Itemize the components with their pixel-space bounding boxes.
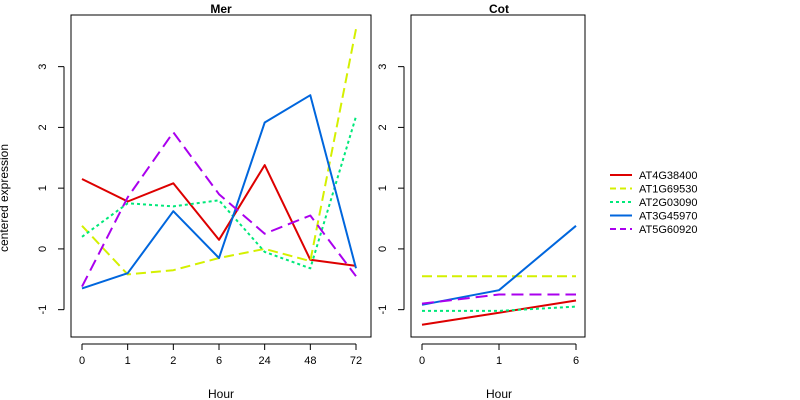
y-tick-label-cot: 1 [377,185,389,191]
plot-frame-mer [70,14,372,338]
x-tick-label-mer: 0 [79,355,85,367]
legend-label-at3g45970: AT3G45970 [639,211,698,223]
y-tick-label-mer: 2 [37,124,49,130]
series-line-at3g45970 [421,225,577,306]
panel-cot: Cot Hour -1 0 1 2 3 0 1 6 [377,2,586,400]
y-tick-label-mer: 1 [37,185,49,191]
series-line-at3g45970 [81,94,357,290]
y-tick-label-cot: -1 [377,305,389,315]
legend-label-at2g03090: AT2G03090 [639,197,698,209]
series-line-at1g69530 [81,28,357,276]
x-tick-label-mer: 24 [259,355,271,367]
series-line-at5g60920 [421,293,576,305]
series-line-at2g03090 [422,305,577,312]
y-tick-label-mer: 0 [37,246,49,252]
x-tick-label-mer: 72 [350,355,362,367]
x-axis-label-cot: Hour [486,387,512,400]
x-axis-label-mer: Hour [208,387,234,400]
plot-frame-cot [410,14,586,338]
x-tick-label-mer: 2 [170,355,176,367]
panel-title-cot: Cot [489,2,509,16]
series-line-at5g60920 [81,131,357,288]
x-tick-label-cot: 1 [496,355,502,367]
series-line-at2g03090 [81,116,357,270]
panel-title-mer: Mer [210,2,232,16]
x-tick-label-mer: 48 [304,355,316,367]
legend-label-at4g38400: AT4G38400 [639,170,698,182]
x-tick-label-mer: 1 [125,355,131,367]
y-axis-label: centered expression [0,144,11,252]
y-tick-label-cot: 2 [377,124,389,130]
y-tick-label-mer: -1 [37,305,49,315]
x-tick-label-cot: 6 [573,355,579,367]
y-tick-label-cot: 0 [377,246,389,252]
series-line-at4g38400 [81,164,357,267]
series-line-at4g38400 [421,299,577,326]
legend-label-at1g69530: AT1G69530 [639,184,698,196]
legend-label-at5g60920: AT5G60920 [639,224,698,236]
x-tick-label-cot: 0 [419,355,425,367]
y-tick-label-mer: 3 [37,64,49,70]
panel-mer: Mer Hour -1 0 1 2 3 0 1 2 6 24 48 72 [37,2,372,400]
x-tick-label-mer: 6 [216,355,222,367]
y-tick-label-cot: 3 [377,64,389,70]
